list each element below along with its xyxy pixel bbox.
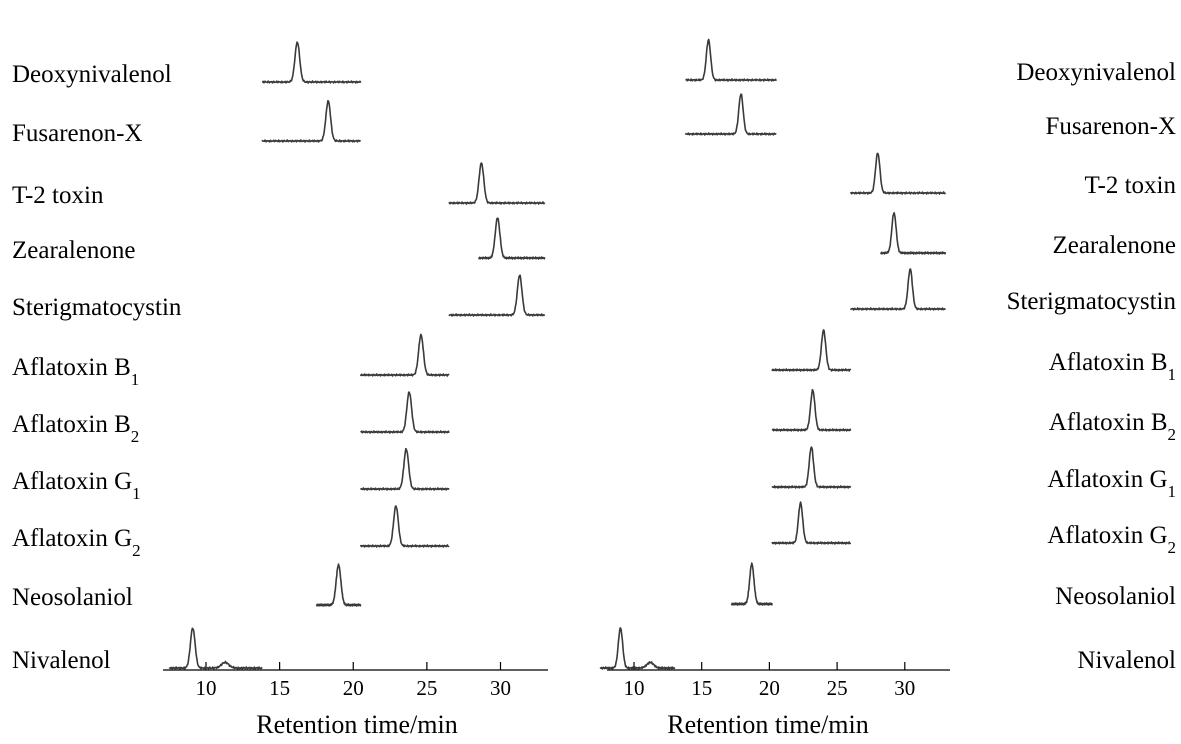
right-x-tick-label-25: 25: [827, 676, 848, 700]
right-trace-aflatoxin-g-2: [771, 501, 852, 545]
right-label-sterigmatocystin: Sterigmatocystin: [1007, 288, 1177, 315]
right-label-aflatoxin-g-2: Aflatoxin G2: [1047, 522, 1176, 557]
left-x-tick-label-20: 20: [343, 676, 364, 700]
left-label-aflatoxin-g-1: Aflatoxin G1: [12, 468, 141, 503]
right-chromatogram-panel: 10 15 20 25 30 Retention time/min Deoxynivalen…: [599, 38, 1177, 739]
right-x-axis-title: Retention time/min: [667, 710, 868, 739]
left-trace-deoxynivalenol: [261, 41, 362, 84]
right-label-fusarenon-x: Fusarenon-X: [1045, 113, 1176, 140]
right-trace-sterigmatocystin: [849, 268, 947, 311]
right-trace-fusarenon-x: [684, 93, 777, 136]
right-label-aflatoxin-b-1: Aflatoxin B1: [1049, 349, 1176, 384]
left-label-fusarenon-x: Fusarenon-X: [12, 120, 143, 147]
left-label-zearalenone: Zearalenone: [12, 237, 136, 264]
right-x-tick-label-10: 10: [624, 676, 645, 700]
right-trace-aflatoxin-g-1: [771, 446, 852, 489]
left-label-nivalenol: Nivalenol: [12, 647, 111, 674]
left-label-aflatoxin-b-2: Aflatoxin B2: [12, 411, 139, 446]
left-trace-aflatoxin-b-2: [360, 391, 450, 434]
left-label-aflatoxin-b-1: Aflatoxin B1: [12, 354, 139, 389]
right-trace-t-2-toxin: [849, 152, 947, 195]
left-x-axis-title: Retention time/min: [256, 710, 457, 739]
left-trace-aflatoxin-g-2: [359, 505, 450, 548]
left-label-neosolaniol: Neosolaniol: [12, 584, 133, 611]
right-label-aflatoxin-g-1: Aflatoxin G1: [1047, 466, 1176, 501]
left-trace-nivalenol: [168, 627, 263, 670]
left-trace-t-2-toxin: [448, 162, 546, 205]
left-trace-aflatoxin-g-1: [359, 447, 450, 491]
right-label-deoxynivalenol: Deoxynivalenol: [1016, 59, 1176, 86]
right-label-t-2-toxin: T-2 toxin: [1085, 172, 1177, 199]
left-trace-sterigmatocystin: [448, 274, 546, 317]
right-trace-aflatoxin-b-2: [771, 388, 852, 432]
right-trace-zearalenone: [879, 212, 947, 255]
right-label-neosolaniol: Neosolaniol: [1055, 583, 1176, 610]
left-x-tick-label-30: 30: [490, 676, 511, 700]
left-trace-zearalenone: [477, 217, 546, 260]
left-label-deoxynivalenol: Deoxynivalenol: [12, 61, 172, 88]
right-trace-nivalenol: [599, 627, 676, 670]
right-label-nivalenol: Nivalenol: [1077, 647, 1176, 674]
right-x-tick-label-30: 30: [894, 676, 915, 700]
right-x-tick-label-15: 15: [691, 676, 712, 700]
right-trace-aflatoxin-b-1: [771, 329, 852, 372]
left-trace-fusarenon-x: [261, 100, 362, 143]
left-label-t-2-toxin: T-2 toxin: [12, 182, 104, 209]
left-x-tick-label-25: 25: [416, 676, 437, 700]
right-label-aflatoxin-b-2: Aflatoxin B2: [1049, 409, 1176, 444]
left-trace-neosolaniol: [315, 563, 362, 607]
right-trace-deoxynivalenol: [685, 38, 777, 82]
left-trace-aflatoxin-b-1: [359, 333, 450, 377]
right-trace-neosolaniol: [730, 562, 773, 606]
left-label-aflatoxin-g-2: Aflatoxin G2: [12, 525, 141, 560]
left-x-tick-label-10: 10: [196, 676, 217, 700]
left-label-sterigmatocystin: Sterigmatocystin: [12, 294, 182, 321]
right-label-zearalenone: Zearalenone: [1052, 232, 1176, 259]
left-chromatogram-panel: 10 15 20 25 30 Retention time/min Deoxynivalen…: [12, 41, 548, 739]
right-x-tick-label-20: 20: [759, 676, 780, 700]
left-x-tick-label-15: 15: [269, 676, 290, 700]
